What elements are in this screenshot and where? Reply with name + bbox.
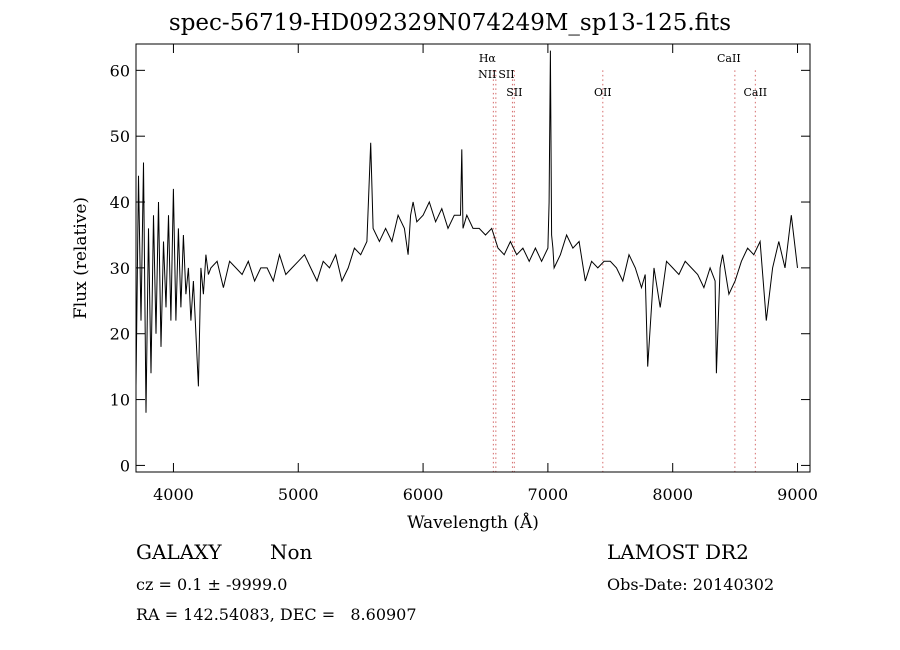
- x-tick-label: 8000: [652, 485, 693, 504]
- y-tick-label: 20: [110, 325, 130, 344]
- emission-line-label: SII: [498, 68, 514, 81]
- x-tick-label: 6000: [403, 485, 444, 504]
- ra-dec-coordinates: RA = 142.54083, DEC = 8.60907: [136, 605, 417, 624]
- subclass-label: Non: [270, 540, 313, 564]
- spectrum-line: [135, 50, 798, 413]
- y-tick-label: 40: [110, 193, 130, 212]
- obs-date: Obs-Date: 20140302: [607, 575, 775, 594]
- y-axis-ticks: 0 10 20 30 40 50 60: [110, 61, 810, 475]
- survey-label: LAMOST DR2: [607, 540, 749, 564]
- y-tick-label: 30: [110, 259, 130, 278]
- chart-title: spec-56719-HD092329N074249M_sp13-125.fit…: [168, 10, 732, 36]
- y-tick-label: 10: [110, 391, 130, 410]
- reference-lines: [492, 70, 756, 472]
- y-tick-label: 0: [120, 456, 130, 475]
- emission-line-label: CaII: [743, 86, 767, 99]
- class-label: GALAXY: [136, 540, 222, 564]
- x-tick-label: 5000: [278, 485, 319, 504]
- x-tick-label: 7000: [528, 485, 569, 504]
- cz-value: cz = 0.1 ± -9999.0: [136, 575, 288, 594]
- y-axis-label: Flux (relative): [71, 197, 91, 319]
- y-tick-label: 60: [110, 61, 130, 80]
- y-tick-label: 50: [110, 127, 130, 146]
- emission-line-label: OII: [594, 86, 612, 99]
- emission-line-label: CaII: [717, 52, 741, 65]
- spectrum-series: [135, 50, 798, 413]
- emission-line-label: SII: [506, 86, 522, 99]
- x-tick-label: 4000: [153, 485, 194, 504]
- plot-frame: [135, 43, 811, 473]
- emission-line-label: Hα: [479, 52, 497, 65]
- x-axis-ticks: 4000 5000 6000 7000 8000 9000: [153, 44, 818, 504]
- x-tick-label: 9000: [777, 485, 818, 504]
- x-axis-label: Wavelength (Å): [407, 512, 539, 533]
- emission-line-label: NII: [478, 68, 496, 81]
